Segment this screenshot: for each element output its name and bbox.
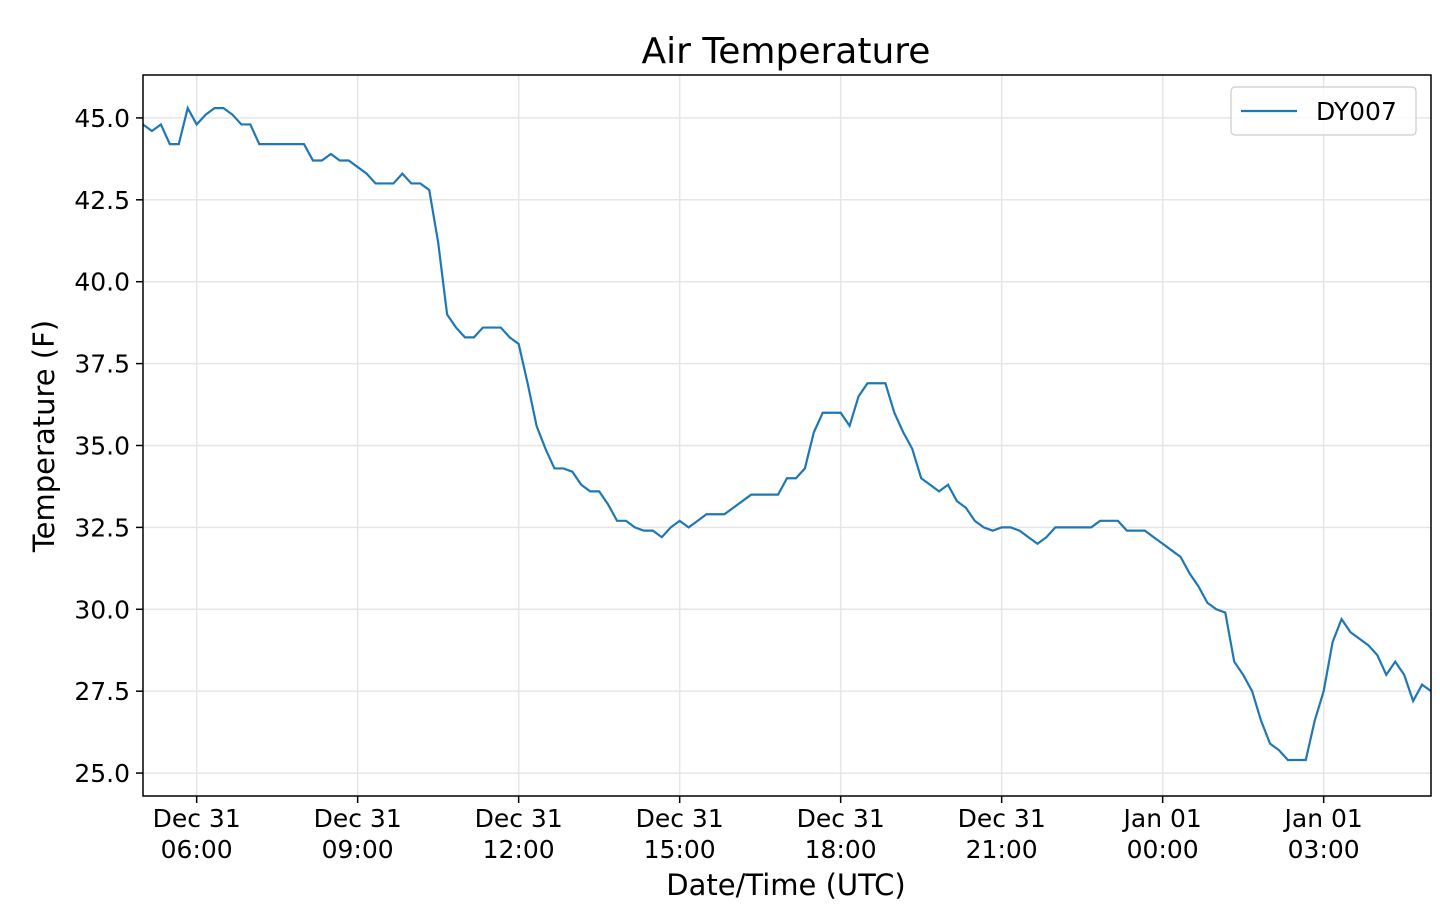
y-tick-label: 27.5	[74, 677, 130, 706]
x-tick-label: Jan 01	[1122, 804, 1202, 833]
x-tick-label: Dec 31	[475, 804, 563, 833]
x-axis-label: Date/Time (UTC)	[666, 868, 905, 902]
x-tick-label: 12:00	[483, 835, 555, 864]
x-tick-label: 06:00	[161, 835, 233, 864]
x-tick-label: Dec 31	[797, 804, 885, 833]
y-tick-label: 25.0	[74, 759, 130, 788]
x-tick-label: 18:00	[805, 835, 877, 864]
plot-frame	[142, 74, 1432, 797]
x-tick-label: 15:00	[644, 835, 716, 864]
x-tick-label: 03:00	[1288, 835, 1360, 864]
y-tick-label: 30.0	[74, 595, 130, 624]
x-tick-label: 00:00	[1127, 835, 1199, 864]
x-tick-label: Dec 31	[636, 804, 724, 833]
y-tick-label: 37.5	[74, 350, 130, 379]
y-axis-label: Temperature (F)	[27, 320, 61, 553]
y-tick-label: 32.5	[74, 513, 130, 542]
y-tick-label: 35.0	[74, 431, 130, 460]
y-tick-label: 42.5	[74, 186, 130, 215]
x-tick-label: Dec 31	[153, 804, 241, 833]
x-tick-label: 21:00	[966, 835, 1038, 864]
x-tick-label: Dec 31	[314, 804, 402, 833]
y-tick-label: 45.0	[74, 104, 130, 133]
legend-box	[1230, 86, 1417, 136]
y-tick-label: 40.0	[74, 268, 130, 297]
x-tick-label: 09:00	[322, 835, 394, 864]
x-tick-label: Jan 01	[1283, 804, 1363, 833]
x-tick-label: Dec 31	[958, 804, 1046, 833]
data-line	[142, 105, 1432, 762]
legend-label: DY007	[1316, 97, 1397, 126]
legend: DY007	[1230, 86, 1417, 136]
chart-title: Air Temperature	[642, 31, 931, 72]
